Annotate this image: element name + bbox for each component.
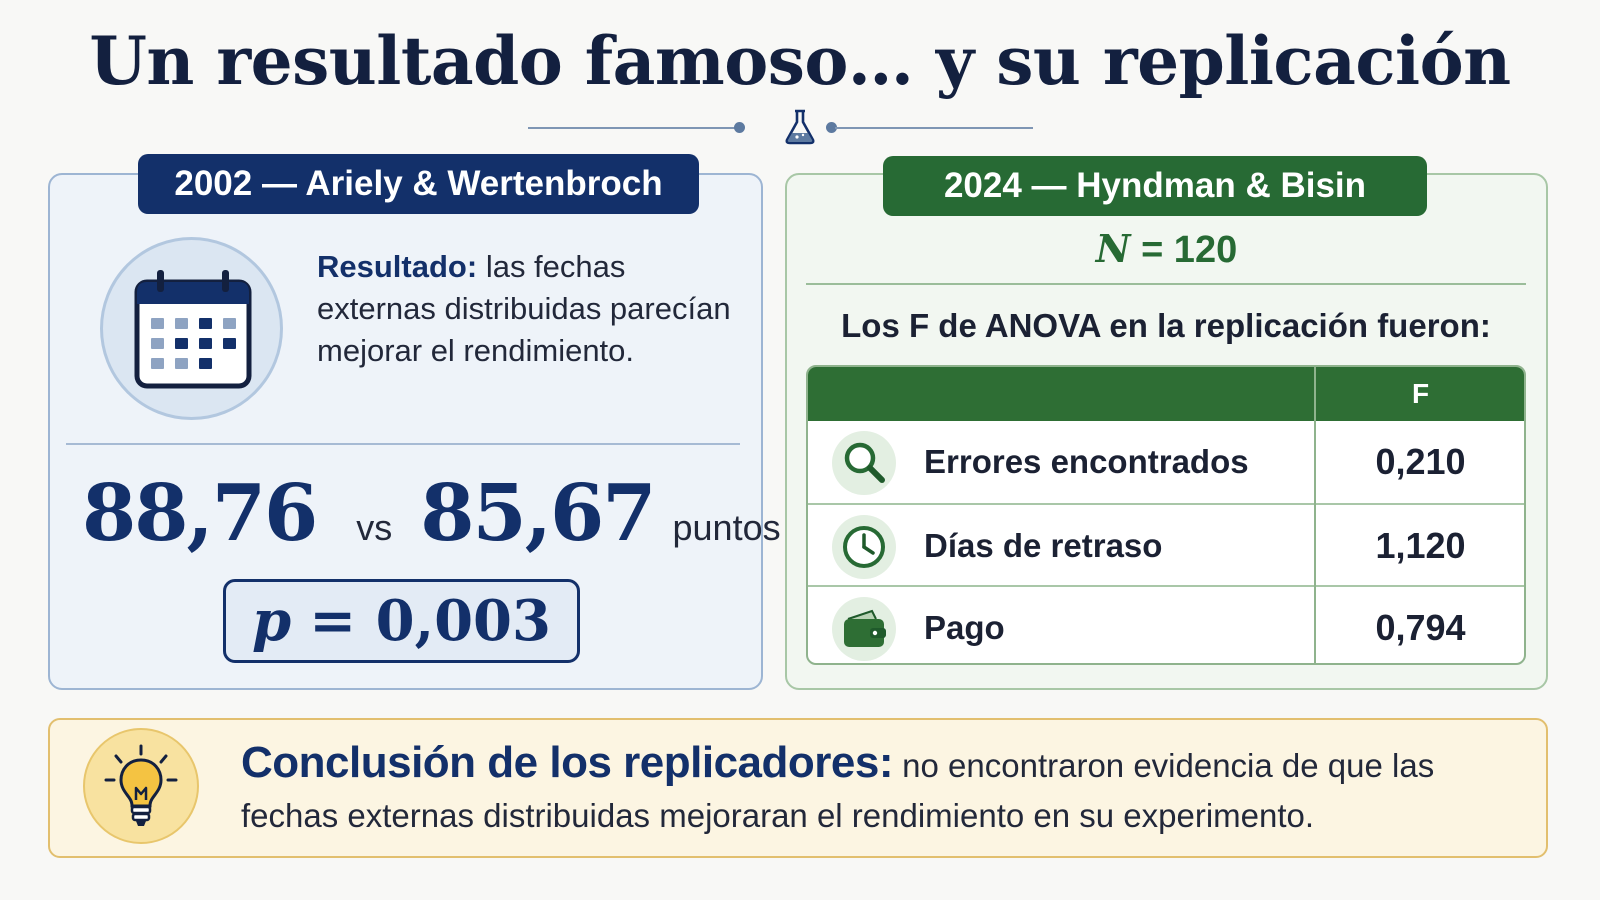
row-label-errores: Errores encontrados [924,443,1249,480]
title-divider-left [528,127,736,129]
n-symbol: N [1095,226,1131,271]
table-row: Días de retraso 1,120 [808,503,1524,585]
row-label-pago: Pago [924,609,1005,646]
wallet-icon [844,609,886,647]
wallet-icon-circle [832,597,896,661]
title-divider-right [835,127,1033,129]
clock-icon-circle [832,515,896,579]
score-comparison: 88,76 vs 85,67 puntos [82,468,781,568]
row-value-dias: 1,120 [1375,525,1466,566]
calendar-icon [134,270,252,389]
result-description: Resultado: las fechas externas distribui… [317,246,737,372]
replication-badge: 2024 — Hyndman & Bisin [883,156,1427,216]
magnifier-icon-circle [832,431,896,495]
conclusion-box [48,718,1548,858]
anova-caption: Los F de ANOVA en la replicación fueron: [841,307,1491,344]
result-text: las fechas externas distribuidas parecía… [317,249,731,368]
conclusion-text: Conclusión de los replicadores: no encon… [241,738,1521,841]
score-a: 88,76 [82,468,318,559]
divider-dot-left [734,122,745,133]
table-header [808,367,1524,421]
right-panel-separator [806,283,1526,285]
page-title: Un resultado famoso… y su replicación [89,22,1511,100]
table-row: Errores encontrados 0,210 [808,421,1524,503]
row-label-dias: Días de retraso [924,527,1163,564]
magnifier-icon [844,442,885,483]
table-header-f: F [1411,378,1430,409]
p-value-box: p = 0,003 [223,579,580,663]
conclusion-label: Conclusión de los replicadores: [241,738,893,787]
result-label: Resultado: [317,249,478,284]
table-row: Pago 0,794 [808,585,1524,663]
lightbulb-icon [104,744,178,826]
left-panel-separator [66,443,740,445]
divider-dot-right [826,122,837,133]
table-column-divider [1314,367,1316,663]
conclusion-body: no encontraron evidencia de que las fech… [241,747,1435,834]
row-value-pago: 0,794 [1375,607,1466,648]
original-study-badge: 2002 — Ariely & Wertenbroch [138,154,699,214]
score-vs: vs [356,507,393,548]
n-value: = 120 [1141,229,1238,271]
anova-f-table: F Errores encontrados 0,210 Días de retr… [806,365,1526,665]
p-value: = 0,003 [309,588,551,654]
score-b: 85,67 [420,468,656,559]
clock-icon [843,526,885,568]
p-symbol: p [252,588,292,654]
row-value-errores: 0,210 [1375,441,1466,482]
score-unit: puntos [672,507,781,548]
flask-icon [785,109,815,145]
sample-size: N = 120 [785,226,1548,272]
